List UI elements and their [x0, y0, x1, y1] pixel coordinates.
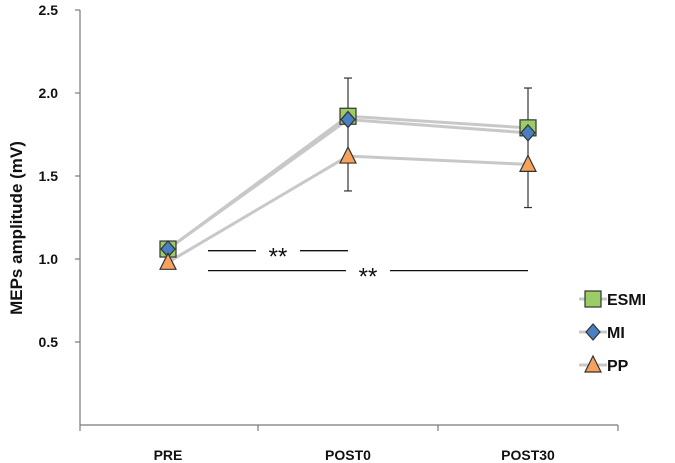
y-tick-label: 1.0: [39, 251, 59, 267]
error-bars: [344, 77, 532, 209]
significance-markers: ** **: [208, 238, 528, 291]
data-point-pp: [159, 251, 177, 270]
significance-label-bg: [256, 238, 300, 263]
y-tick-label: 0.5: [39, 334, 59, 350]
significance-label: **: [269, 244, 288, 271]
legend: ESMI MI PP: [579, 290, 646, 375]
x-tick-label: POST0: [325, 447, 371, 463]
legend-label-esmi: ESMI: [607, 292, 646, 309]
axes: [79, 10, 618, 426]
legend-label-pp: PP: [607, 358, 629, 375]
legend-marker-esmi: [584, 290, 602, 308]
x-tick-label: POST30: [501, 447, 555, 463]
y-tick-label: 1.5: [39, 168, 59, 184]
significance-label: **: [359, 264, 378, 291]
legend-label-mi: MI: [607, 325, 625, 342]
legend-marker-mi: [585, 323, 601, 341]
data-point-pp: [519, 154, 537, 172]
legend-marker-pp: [584, 354, 602, 373]
x-ticks: PRE POST0 POST30: [79, 425, 619, 463]
y-tick-label: 2.0: [39, 85, 59, 101]
y-ticks: 0.5 1.0 1.5 2.0 2.5: [39, 2, 80, 350]
data-point-pp: [339, 145, 357, 164]
data-point-mi: [340, 110, 356, 129]
series-markers: [159, 107, 537, 270]
y-tick-label: 2.5: [39, 2, 59, 18]
x-tick-label: PRE: [154, 447, 183, 463]
y-axis-label: MEPs amplitude (mV): [7, 141, 26, 315]
significance-label-bg: [346, 258, 390, 283]
data-point-mi: [520, 123, 536, 142]
